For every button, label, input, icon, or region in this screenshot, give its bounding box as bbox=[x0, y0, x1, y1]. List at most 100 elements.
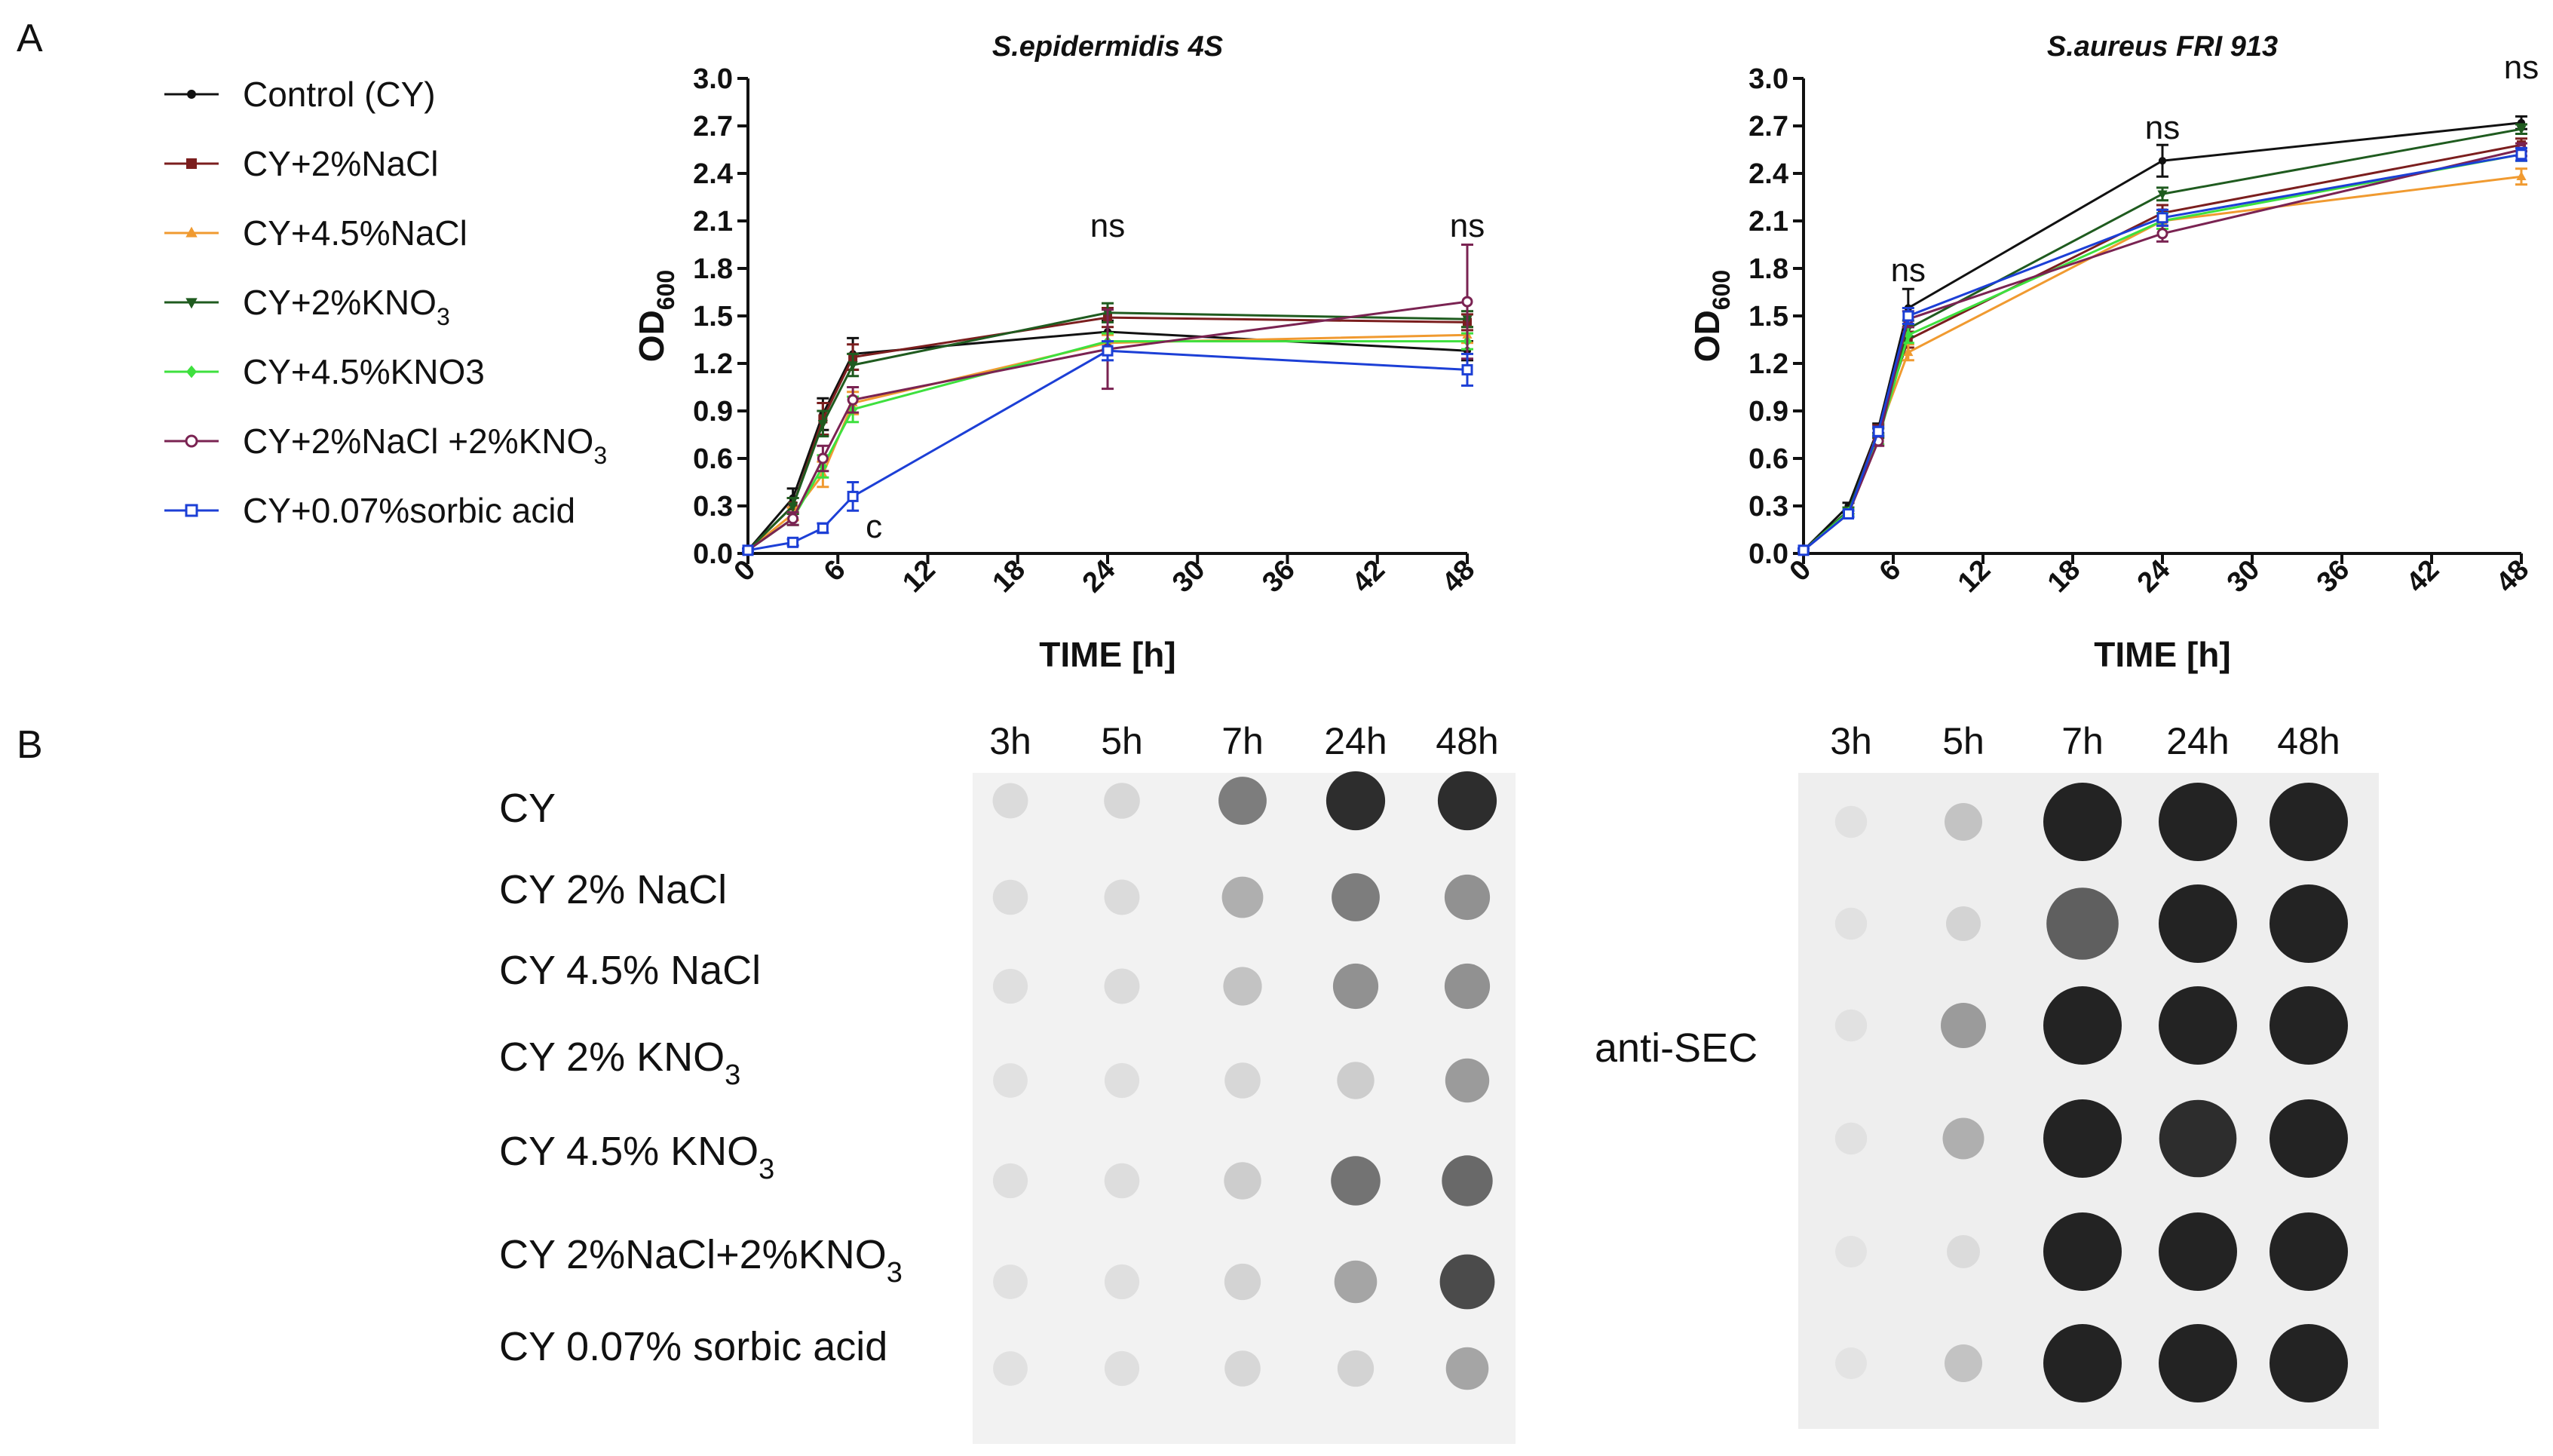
y-tick-label: 1.5 bbox=[693, 301, 733, 333]
annotation: c bbox=[866, 508, 882, 545]
x-tick-label: 0 bbox=[728, 554, 762, 588]
x-tick-label: 30 bbox=[1166, 554, 1212, 599]
y-tick-label: 1.8 bbox=[1748, 253, 1788, 285]
data-point bbox=[2157, 190, 2168, 200]
blot-dot bbox=[1444, 874, 1491, 921]
blot-dot bbox=[1104, 1350, 1140, 1387]
legend-label: CY+4.5%NaCl bbox=[243, 213, 467, 253]
x-tick-label: 24 bbox=[1077, 554, 1122, 599]
legend-label-main: CY+4.5%KNO3 bbox=[243, 352, 485, 391]
row-label-sub: 3 bbox=[759, 1154, 774, 1185]
blot-dot bbox=[1223, 967, 1262, 1006]
blot-dot bbox=[1834, 805, 1868, 838]
annotation: ns bbox=[1891, 252, 1926, 289]
legend-item: CY+4.5%NaCl bbox=[164, 213, 467, 253]
y-tick-label: 2.7 bbox=[693, 111, 733, 143]
legend-label-main: CY+4.5%NaCl bbox=[243, 213, 467, 253]
legend-label: CY+2%NaCl +2%KNO3 bbox=[243, 421, 607, 469]
blot-dot bbox=[1835, 1236, 1867, 1267]
legend-item: CY+0.07%sorbic acid bbox=[164, 491, 575, 530]
blot-dot bbox=[2159, 884, 2237, 963]
data-point bbox=[1902, 310, 1914, 322]
blot-dot bbox=[1332, 963, 1379, 1010]
y-tick-label: 2.7 bbox=[1748, 111, 1788, 143]
legend-item: CY+2%KNO3 bbox=[164, 283, 450, 330]
y-tick-label: 0.0 bbox=[1748, 538, 1788, 570]
blot-dot bbox=[1224, 1062, 1261, 1099]
data-point bbox=[1102, 345, 1114, 357]
blot-dot bbox=[1224, 1263, 1261, 1301]
blot-dot bbox=[1104, 783, 1140, 819]
data-point bbox=[847, 490, 859, 502]
blot-dot bbox=[1947, 1235, 1980, 1268]
legend-label: CY+4.5%KNO3 bbox=[243, 352, 485, 391]
x-axis-label: TIME [h] bbox=[2094, 635, 2230, 674]
blot-dot bbox=[1218, 777, 1267, 825]
y-tick-label: 1.2 bbox=[693, 348, 733, 380]
blot-dot bbox=[2270, 986, 2348, 1065]
x-tick-label: 24 bbox=[2132, 554, 2177, 599]
time-label: 7h bbox=[2061, 720, 2104, 762]
blot-dot bbox=[2043, 783, 2122, 861]
blot-dot bbox=[2043, 1212, 2122, 1291]
series-line bbox=[747, 349, 1468, 552]
blot-dot bbox=[993, 1264, 1028, 1299]
blot-dot bbox=[1834, 1009, 1868, 1042]
series bbox=[1798, 146, 2527, 556]
blot-dot bbox=[1334, 1260, 1378, 1304]
y-axis-label: OD600 bbox=[632, 270, 679, 362]
blot-dot bbox=[993, 1351, 1028, 1386]
panel-label-a: A bbox=[17, 17, 43, 60]
y-tick-label: 0.0 bbox=[693, 538, 733, 570]
legend-label-main: Control (CY) bbox=[243, 75, 436, 114]
row-label-main: CY 2%NaCl+2%KNO bbox=[499, 1232, 887, 1277]
blot-dot bbox=[1942, 1117, 1984, 1160]
time-label: 3h bbox=[989, 720, 1031, 762]
data-point bbox=[788, 502, 798, 512]
data-point bbox=[787, 536, 799, 548]
legend-marker bbox=[185, 298, 198, 309]
time-label: 7h bbox=[1221, 720, 1264, 762]
blot-dot bbox=[1104, 1062, 1140, 1099]
y-tick-label: 0.3 bbox=[1748, 491, 1788, 523]
blot-dot bbox=[1445, 1058, 1490, 1103]
data-point bbox=[2158, 157, 2167, 165]
blot-dot bbox=[1326, 771, 1386, 831]
chart-s-epidermidis: 0.0 0.3 0.6 0.9 1.2 1.5 1.8 2.1 2.4 2.7 3.0 0 6 12 18 2… bbox=[632, 31, 1485, 674]
row-label: CY 4.5% NaCl bbox=[499, 948, 761, 993]
data-point bbox=[847, 394, 859, 406]
row-label: CY 4.5% KNO3 bbox=[499, 1129, 774, 1185]
legend-item: Control (CY) bbox=[164, 75, 436, 114]
series-line bbox=[746, 311, 1468, 551]
y-axis-label-sub: 600 bbox=[1708, 270, 1735, 310]
data-point bbox=[2515, 149, 2527, 161]
blot-dot bbox=[2046, 887, 2119, 960]
data-point bbox=[817, 522, 829, 534]
y-axis-label-main: OD bbox=[1687, 310, 1727, 362]
y-tick-label: 1.8 bbox=[693, 253, 733, 285]
y-axis-label-sub: 600 bbox=[652, 270, 679, 310]
row-label-sub: 3 bbox=[887, 1257, 903, 1289]
panel-label-b: B bbox=[17, 723, 43, 767]
blot-dot bbox=[1445, 1347, 1489, 1390]
legend-marker bbox=[186, 158, 197, 169]
data-point bbox=[1872, 425, 1884, 437]
x-tick-label: 36 bbox=[2311, 554, 2356, 599]
annotation: ns bbox=[1450, 207, 1485, 244]
x-tick-label: 42 bbox=[2401, 554, 2446, 599]
blot-dot bbox=[992, 968, 1028, 1004]
row-label: CY 0.07% sorbic acid bbox=[499, 1324, 887, 1369]
data-point bbox=[1798, 544, 1810, 556]
x-tick-label: 48 bbox=[2490, 554, 2536, 599]
row-label-main: CY 4.5% NaCl bbox=[499, 948, 761, 993]
y-tick-label: 0.6 bbox=[693, 443, 733, 475]
time-label: 5h bbox=[1942, 720, 1984, 762]
chart-title: S.epidermidis 4S bbox=[992, 31, 1223, 63]
legend-label: CY+2%NaCl bbox=[243, 144, 439, 183]
data-point bbox=[817, 452, 829, 464]
y-tick-label: 1.5 bbox=[1748, 301, 1788, 333]
blot-dot bbox=[1332, 873, 1380, 921]
blot-dot bbox=[2043, 1099, 2122, 1178]
